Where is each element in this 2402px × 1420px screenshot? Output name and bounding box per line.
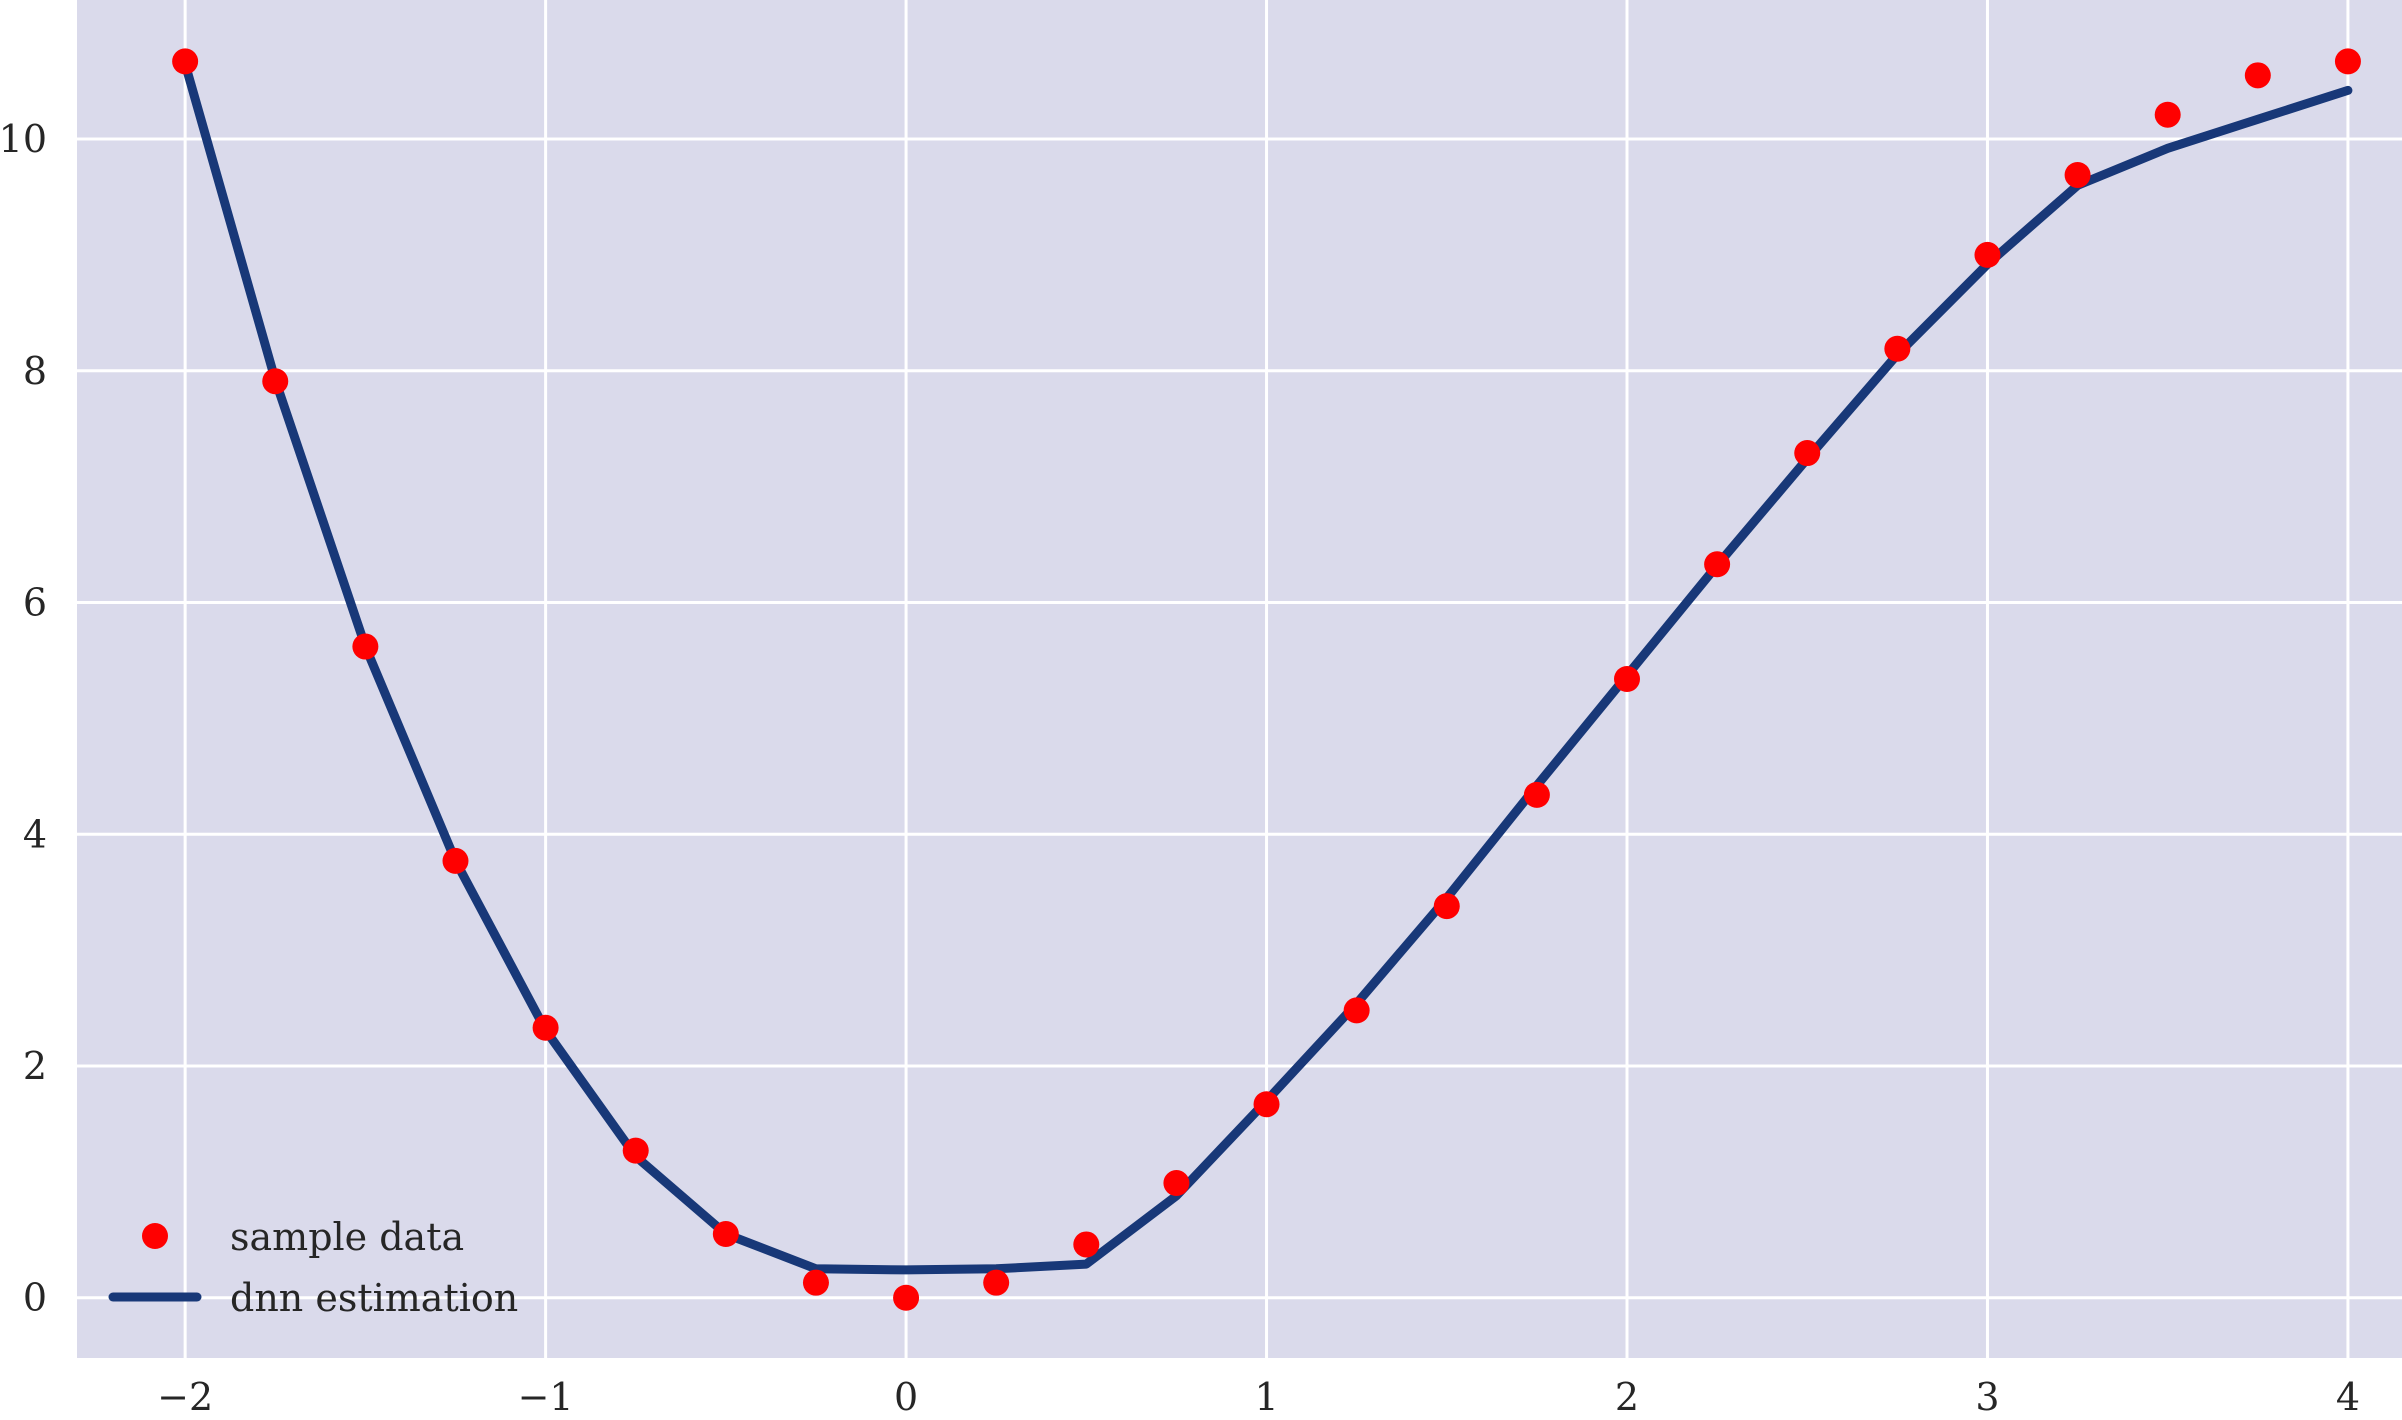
legend-marker-sample-data [142,1223,168,1249]
sample-data-point [983,1269,1010,1296]
sample-data-point [622,1137,649,1164]
y-tick-label: 2 [23,1044,47,1088]
sample-data-point [2064,161,2091,188]
sample-data-point [1433,893,1460,920]
y-tick-label: 4 [23,812,47,856]
y-tick-label: 8 [23,349,47,393]
sample-data-point [1073,1231,1100,1258]
sample-data-point [1704,551,1731,578]
x-tick-label: 3 [1975,1375,1999,1419]
x-tick-label: 0 [894,1375,918,1419]
grid [77,0,2402,1358]
sample-data-point [2154,101,2181,128]
x-tick-label: 2 [1615,1375,1639,1419]
x-tick-label: 1 [1254,1375,1278,1419]
sample-data-point [1163,1170,1190,1197]
sample-data-point [1614,666,1640,692]
sample-data-point [352,633,379,660]
y-tick-label: 6 [23,581,47,625]
sample-data-point [1523,781,1550,808]
sample-data-point [1343,997,1370,1024]
legend-label-sample-data: sample data [230,1215,464,1259]
x-axis: −2 −1 0 1 2 3 4 [157,1375,2360,1419]
sample-data-point [2334,48,2361,75]
sample-data-point [1253,1091,1280,1118]
sample-data-point [262,368,289,395]
sample-data-point [1884,335,1911,362]
sample-data-point [532,1014,559,1041]
sample-data-point [2244,62,2271,89]
x-tick-label: 4 [2336,1375,2360,1419]
sample-data-point [442,847,469,874]
sample-data-point [172,48,199,75]
y-tick-label: 0 [23,1276,47,1320]
y-axis: 0 2 4 6 8 10 [0,117,47,1320]
sample-data-point [802,1269,829,1296]
legend-label-dnn-estimation: dnn estimation [230,1276,518,1320]
sample-data-point [712,1221,739,1248]
legend: sample data dnn estimation [108,1215,518,1320]
sample-data-point [1974,241,2001,268]
series-sample-data [172,48,2361,1311]
sample-data-point [1794,440,1821,467]
y-tick-label: 10 [0,117,47,161]
x-tick-label: −2 [157,1375,213,1419]
x-tick-label: −1 [518,1375,574,1419]
sample-data-point [893,1284,920,1311]
